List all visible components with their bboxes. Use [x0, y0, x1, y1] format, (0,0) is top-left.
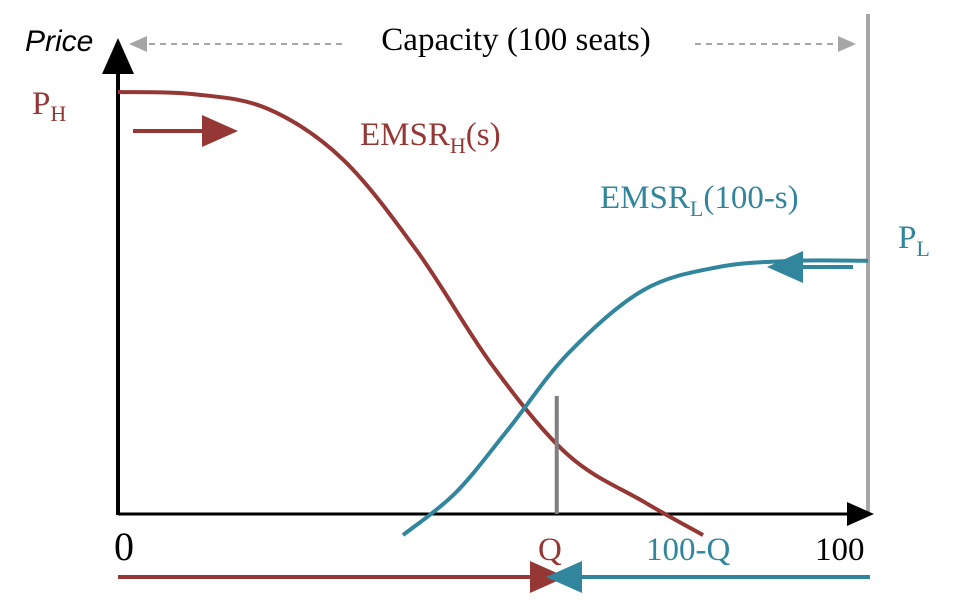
emsr-h-label: EMSRH(s) — [360, 117, 501, 158]
x-tick-q: Q — [538, 532, 562, 568]
emsr-l-label: EMSRL(100-s) — [600, 180, 799, 221]
y-axis-label: Price — [25, 25, 93, 58]
x-tick-0: 0 — [114, 524, 134, 569]
x-tick-100: 100 — [815, 532, 865, 568]
x-label-100-minus-q: 100-Q — [646, 532, 730, 568]
series-emsr-l-line — [401, 258, 869, 537]
capacity-label: Capacity (100 seats) — [381, 22, 650, 58]
p-h-label: PH — [32, 86, 66, 126]
series-emsr-h-line — [117, 90, 704, 537]
p-l-label: PL — [898, 220, 930, 261]
